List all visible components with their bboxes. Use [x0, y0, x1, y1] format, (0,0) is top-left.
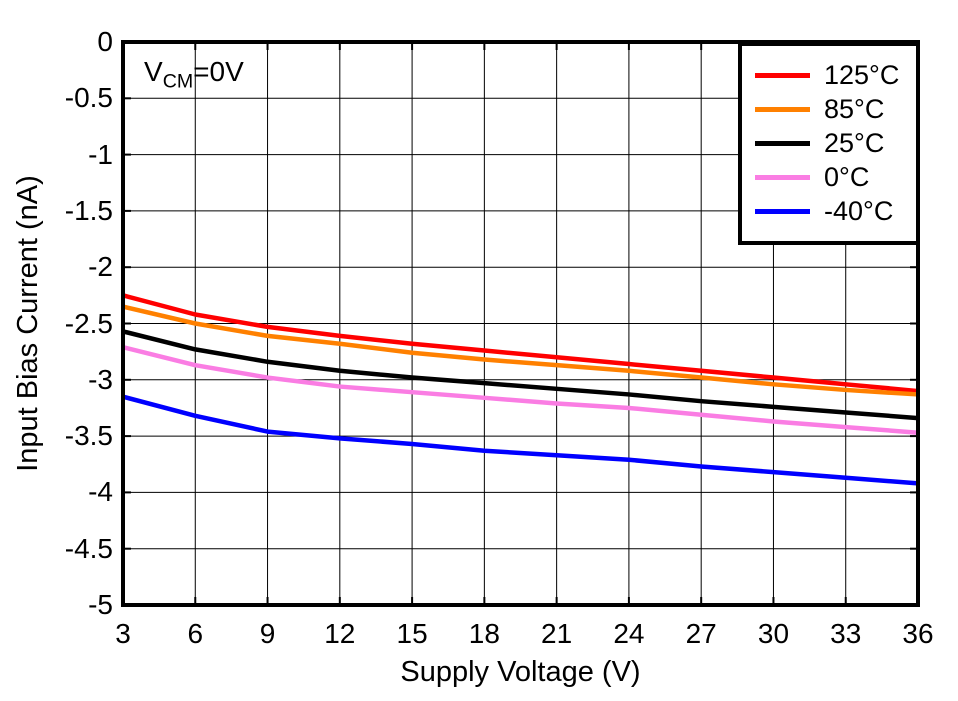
x-tick-label: 18 — [468, 618, 500, 649]
legend-swatch-25c-icon — [755, 140, 810, 146]
x-tick-label: 9 — [259, 618, 276, 649]
legend-item-85c: 85°C — [742, 92, 916, 126]
x-tick-label: 15 — [396, 618, 428, 649]
curve-125°C — [122, 293, 919, 394]
x-tick-label: 21 — [541, 618, 573, 649]
y-tick-label: -2 — [88, 251, 113, 283]
legend-swatch-0c-icon — [755, 174, 810, 180]
legend-item-0c: 0°C — [742, 160, 916, 194]
vcm-annotation: VCM=0V — [144, 56, 244, 94]
y-tick-label: -5 — [88, 589, 113, 620]
y-tick-label: -3 — [88, 363, 113, 395]
x-axis-title: Supply Voltage (V) — [400, 656, 641, 688]
y-tick-label: -2.5 — [64, 307, 113, 339]
x-tick-label: 12 — [324, 618, 356, 649]
legend-item-25c: 25°C — [742, 126, 916, 160]
plot-frame — [121, 40, 920, 607]
legend-box: 125°C 85°C 25°C 0°C -40°C — [738, 42, 920, 245]
y-tick-label: -1 — [88, 138, 113, 170]
legend-label-0c: 0°C — [824, 161, 870, 192]
legend-swatch-85c-icon — [755, 106, 810, 112]
legend-swatch-125c-icon — [755, 72, 810, 78]
legend-item-125c: 125°C — [742, 58, 916, 92]
x-tick-label: 24 — [613, 618, 645, 649]
x-tick-label: 6 — [187, 618, 204, 649]
y-tick-label: -1.5 — [64, 194, 113, 226]
vcm-annotation-post: =0V — [193, 56, 244, 87]
x-tick-label: 33 — [830, 618, 862, 649]
y-tick-label: -3.5 — [64, 420, 113, 452]
x-tick-label: 36 — [902, 618, 934, 649]
legend-swatch-minus40c-icon — [755, 208, 810, 214]
y-tick-label: -4.5 — [64, 532, 113, 564]
curve--40°C — [122, 394, 919, 486]
x-tick-label: 3 — [115, 618, 131, 649]
legend-label-85c: 85°C — [824, 93, 885, 124]
x-tick-label: 30 — [757, 618, 790, 649]
curve-0°C — [122, 344, 919, 435]
legend-label-125c: 125°C — [824, 59, 900, 90]
curve-85°C — [122, 304, 919, 397]
legend-label-minus40c: -40°C — [824, 195, 894, 226]
vcm-annotation-sub: CM — [162, 70, 194, 93]
y-tick-label: 0 — [97, 26, 113, 57]
legend-label-25c: 25°C — [824, 127, 885, 158]
legend-item-minus40c: -40°C — [742, 194, 916, 228]
y-tick-label: -4 — [88, 476, 113, 508]
curve-25°C — [122, 329, 919, 421]
x-tick-label: 27 — [685, 618, 717, 649]
y-tick-label: -0.5 — [64, 82, 113, 114]
vcm-annotation-pre: V — [144, 56, 163, 87]
